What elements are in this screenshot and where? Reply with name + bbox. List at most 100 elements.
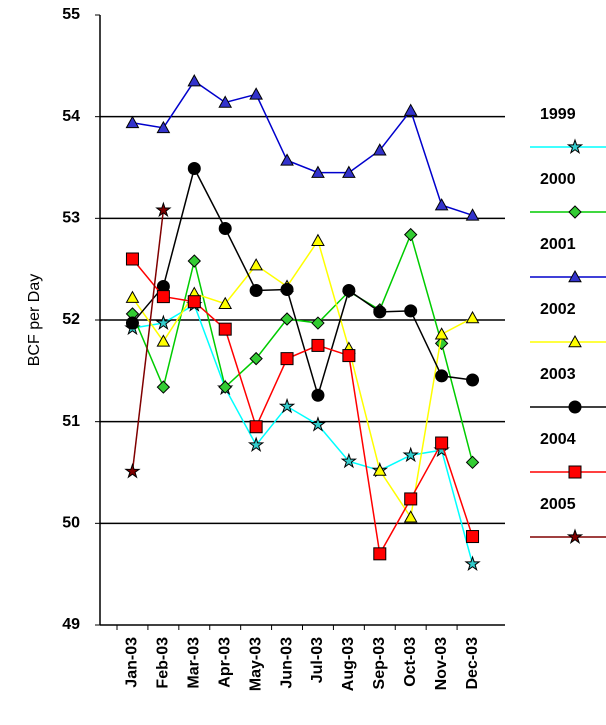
data-point <box>311 338 325 352</box>
data-point <box>373 305 387 319</box>
data-point <box>404 227 418 242</box>
data-point <box>249 87 263 100</box>
data-point <box>434 198 449 211</box>
data-point <box>404 492 418 506</box>
data-point <box>125 316 139 330</box>
data-point <box>280 352 294 366</box>
y-tick-label: 50 <box>62 515 80 532</box>
legend-marker <box>568 205 582 219</box>
y-axis-title: BCF per Day <box>26 274 43 366</box>
data-point <box>155 314 172 331</box>
x-tick-label: Apr-03 <box>216 637 233 688</box>
data-point <box>372 143 387 156</box>
data-point <box>187 74 202 87</box>
data-point <box>464 555 481 571</box>
series-line <box>131 232 474 463</box>
x-tick-label: Jun-03 <box>278 637 295 689</box>
data-point <box>465 208 480 221</box>
data-point <box>404 304 418 318</box>
data-point <box>372 463 387 476</box>
data-point <box>280 153 294 166</box>
legend-label: 2004 <box>540 431 576 448</box>
data-point <box>435 436 449 450</box>
legend-marker <box>568 400 582 414</box>
x-tick-label: Oct-03 <box>402 637 419 687</box>
data-point <box>340 452 358 469</box>
data-point <box>278 397 296 414</box>
x-tick-label: Sep-03 <box>371 637 388 690</box>
y-tick-label: 52 <box>62 311 80 328</box>
data-point <box>218 222 232 235</box>
series-line <box>131 166 473 398</box>
data-point <box>342 165 356 178</box>
data-point <box>125 290 140 303</box>
x-tick-label: Aug-03 <box>340 637 357 691</box>
legend-label: 2000 <box>540 171 576 188</box>
data-point <box>465 455 480 470</box>
legend-marker <box>568 465 582 479</box>
x-tick-label: Mar-03 <box>186 637 203 689</box>
data-point <box>249 284 263 298</box>
y-tick-label: 54 <box>62 108 80 125</box>
x-tick-label: Nov-03 <box>433 637 450 690</box>
data-point <box>156 290 170 304</box>
y-tick-label: 53 <box>62 210 80 227</box>
data-point <box>311 165 325 178</box>
legend-label: 2002 <box>540 301 576 318</box>
series-line <box>131 210 165 472</box>
data-point <box>402 446 419 463</box>
data-point <box>466 530 480 544</box>
data-point <box>124 462 141 479</box>
legend-label: 2001 <box>540 236 576 253</box>
data-point <box>403 103 418 116</box>
data-point <box>249 258 263 271</box>
data-point <box>434 336 449 351</box>
x-tick-label: Jan-03 <box>124 637 141 688</box>
x-tick-label: Feb-03 <box>155 637 172 689</box>
x-tick-label: Jul-03 <box>309 637 326 683</box>
y-tick-label: 49 <box>62 616 80 633</box>
legend-marker <box>566 528 584 544</box>
data-point <box>403 510 418 523</box>
data-point <box>280 283 294 296</box>
series-line <box>132 80 473 216</box>
data-point <box>434 327 449 340</box>
data-point <box>218 322 232 336</box>
data-point <box>311 316 325 330</box>
data-point <box>218 95 233 108</box>
legend-marker <box>568 269 582 283</box>
data-point <box>156 334 171 347</box>
x-tick-label: Dec-03 <box>464 637 481 690</box>
y-tick-label: 51 <box>62 413 80 430</box>
data-point <box>155 201 172 218</box>
data-point <box>187 295 201 309</box>
data-point <box>187 162 201 176</box>
data-point <box>373 547 387 561</box>
data-point <box>435 369 449 383</box>
data-point <box>187 254 201 268</box>
data-point <box>156 380 171 394</box>
series-line <box>131 238 473 520</box>
y-tick-label: 55 <box>62 6 80 23</box>
legend-marker <box>568 334 582 348</box>
data-point <box>249 351 263 366</box>
legend-label: 2003 <box>540 366 576 383</box>
x-tick-label: May-03 <box>247 637 264 691</box>
legend-marker <box>566 138 584 154</box>
data-point <box>218 380 232 394</box>
data-point <box>342 284 356 298</box>
legend-label: 2005 <box>540 496 576 513</box>
data-point <box>247 436 265 453</box>
data-point <box>125 252 139 266</box>
data-point <box>280 312 294 326</box>
data-point <box>342 349 356 363</box>
data-point <box>309 416 327 432</box>
data-point <box>311 233 325 246</box>
data-point <box>249 420 263 434</box>
data-point <box>311 388 325 402</box>
data-point <box>218 296 233 310</box>
data-point <box>466 373 480 387</box>
legend-label: 1999 <box>540 106 576 123</box>
data-point <box>465 310 480 324</box>
